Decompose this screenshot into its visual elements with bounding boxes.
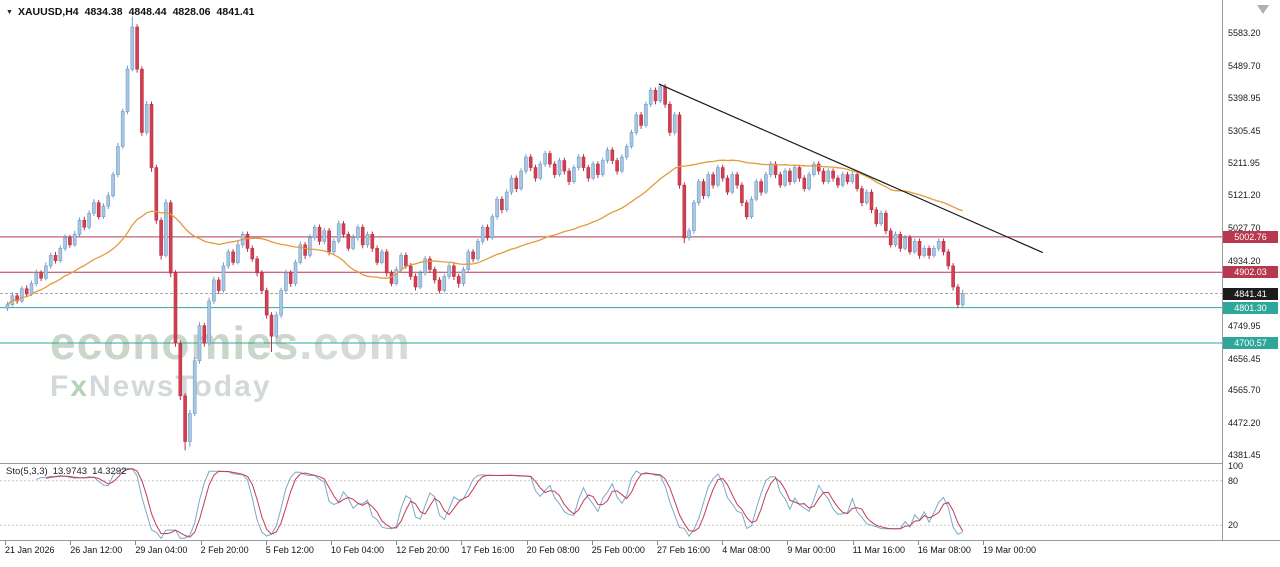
time-axis[interactable]: 21 Jan 2026 26 Jan 12:00 29 Jan 04:00 2 Feb…	[0, 541, 1280, 567]
price-axis-label: 4472.20	[1228, 418, 1261, 429]
symbol-dropdown-icon[interactable]: ▼	[6, 8, 13, 16]
time-tick	[852, 541, 854, 545]
stochastic-k-line	[36, 467, 963, 540]
indicator-label: Sto(5,3,3) 13.9743 14.3292	[6, 466, 131, 477]
time-axis-label: 12 Feb 20:00	[396, 545, 450, 555]
resistance-badge-2[interactable]: 4902.03	[1223, 266, 1278, 279]
time-tick	[5, 541, 6, 545]
time-axis-label: 2 Feb 20:00	[200, 545, 249, 555]
indicator-name: Sto(5,3,3)	[6, 466, 48, 477]
time-axis-label: 29 Jan 04:00	[135, 545, 188, 555]
price-axis-label: 5489.70	[1228, 60, 1261, 71]
stochastic-svg	[0, 467, 1222, 540]
time-axis-label: 21 Jan 2026	[5, 545, 55, 555]
time-axis-label: 20 Feb 08:00	[526, 545, 580, 555]
time-tick	[265, 541, 267, 545]
time-axis-label: 27 Feb 16:00	[657, 545, 711, 555]
current-price-badge: 4841.41	[1223, 287, 1278, 300]
watermark-fx-f: F	[50, 370, 71, 403]
time-tick	[917, 541, 919, 545]
quote-high: 4848.44	[128, 6, 167, 18]
candlestick-series	[5, 16, 965, 451]
time-tick	[200, 541, 202, 545]
quote-close: 4841.41	[216, 6, 255, 18]
quote-low: 4828.06	[172, 6, 211, 18]
time-tick	[331, 541, 332, 545]
price-axis[interactable]: 5583.20 5489.70 5398.95 5305.45 5211.95 5121.…	[1223, 0, 1280, 540]
support-badge-1[interactable]: 4801.30	[1223, 301, 1278, 314]
indicator-axis-label: 20	[1228, 520, 1239, 531]
time-axis-label: 26 Jan 12:00	[70, 545, 123, 555]
time-tick	[526, 541, 528, 545]
indicator-d-value: 14.3292	[92, 466, 127, 477]
price-axis-label: 5398.95	[1228, 92, 1261, 103]
time-axis-label: 10 Feb 04:00	[331, 545, 385, 555]
chart-shift-icon	[1257, 5, 1269, 14]
time-tick	[461, 541, 463, 545]
stochastic-d-line	[45, 468, 964, 538]
quote-header: ▼ XAUUSD,H4 4834.38 4848.44 4828.06 4841…	[6, 6, 255, 18]
price-axis-label: 4749.95	[1228, 320, 1261, 331]
price-axis-label: 4656.45	[1228, 353, 1261, 364]
time-axis-label: 4 Mar 08:00	[722, 545, 771, 555]
time-axis-label: 9 Mar 00:00	[787, 545, 836, 555]
time-axis-label: 25 Feb 00:00	[591, 545, 645, 555]
price-axis-label: 4565.70	[1228, 385, 1261, 396]
price-axis-label: 5211.95	[1228, 158, 1260, 169]
time-axis-label: 17 Feb 16:00	[461, 545, 515, 555]
time-tick	[591, 541, 593, 545]
symbol-label: XAUUSD,H4	[17, 6, 79, 18]
watermark-fx-x: x	[70, 370, 90, 403]
price-axis-label: 4381.45	[1228, 450, 1261, 461]
indicator-k-value: 13.9743	[52, 466, 88, 477]
price-chart-canvas[interactable]	[0, 0, 1222, 463]
panel-separator	[0, 463, 1280, 464]
time-axis-separator	[0, 540, 1280, 541]
price-axis-label: 4934.20	[1228, 255, 1261, 266]
time-axis-label: 5 Feb 12:00	[265, 545, 314, 555]
quote-open: 4834.38	[84, 6, 123, 18]
price-axis-label: 5305.45	[1228, 125, 1261, 136]
axis-separator	[1222, 0, 1223, 540]
indicator-axis-label: 80	[1228, 475, 1239, 486]
time-axis-label: 11 Mar 16:00	[852, 545, 905, 555]
time-tick	[657, 541, 658, 545]
time-tick	[396, 541, 398, 545]
support-badge-2[interactable]: 4700.57	[1223, 337, 1278, 349]
price-chart-svg	[0, 16, 1222, 451]
time-tick	[70, 541, 72, 545]
time-axis-label: 16 Mar 08:00	[917, 545, 971, 555]
time-tick	[135, 541, 137, 545]
time-tick	[983, 541, 984, 545]
time-tick	[722, 541, 724, 545]
price-axis-label: 5027.70	[1228, 223, 1261, 234]
descending-trendline[interactable]	[658, 83, 1044, 254]
stochastic-panel[interactable]	[0, 464, 1222, 540]
price-axis-label: 5583.20	[1228, 27, 1261, 38]
moving-average-line	[7, 159, 963, 306]
resistance-badge-1[interactable]: 5002.76	[1223, 230, 1278, 243]
time-tick	[787, 541, 789, 545]
indicator-axis-label: 100	[1228, 461, 1244, 471]
time-axis-label: 19 Mar 00:00	[983, 545, 1037, 555]
price-axis-label: 5121.20	[1228, 190, 1261, 201]
